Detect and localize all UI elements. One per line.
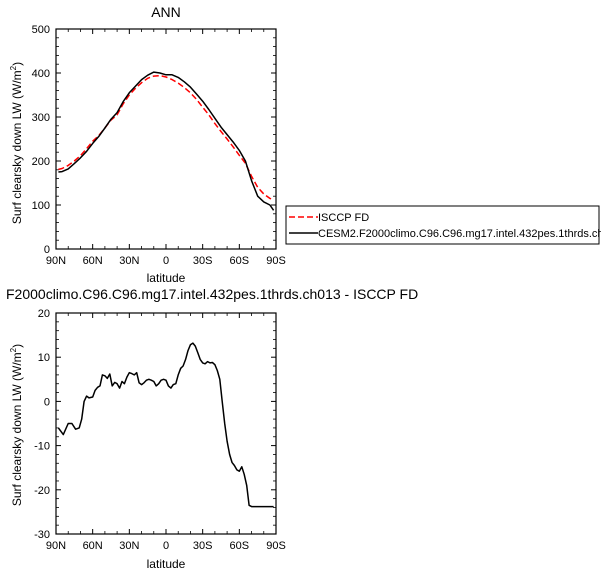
legend-box	[285, 205, 600, 245]
top-chart-title: ANN	[151, 4, 181, 20]
top-y-axis-label-main: Surf clearsky down LW (W/m	[10, 70, 24, 224]
x-tick-label: 0	[163, 540, 169, 552]
bottom-panel: F2000climo.C96.C96.mg17.intel.432pes.1th…	[6, 286, 418, 571]
series-line	[58, 74, 274, 201]
x-tick-label: 90N	[46, 540, 66, 552]
bottom-series-lines	[57, 342, 274, 508]
top-x-axis-label: latitude	[147, 271, 186, 285]
y-tick-label: 0	[44, 396, 50, 408]
bottom-y-axis-label-tail: )	[10, 344, 24, 348]
series-line	[57, 342, 274, 508]
bottom-x-axis-label: latitude	[147, 557, 186, 571]
series-line	[58, 71, 275, 211]
x-tick-label: 30S	[193, 255, 213, 267]
bottom-y-axis-label-main: Surf clearsky down LW (W/m	[10, 352, 24, 506]
x-tick-label: 0	[163, 255, 169, 267]
y-tick-label: 10	[38, 352, 50, 364]
legend: ISCCP FD CESM2.F2000climo.C96.C96.mg17.i…	[285, 205, 601, 245]
x-tick-label: 30N	[119, 540, 139, 552]
x-tick-label: 30S	[193, 540, 213, 552]
x-tick-label: 30N	[119, 255, 139, 267]
top-plot-frame	[55, 28, 277, 250]
top-panel: ANN latitude Surf clearsky down LW (W/m2…	[9, 4, 286, 285]
top-y-axis-label-sup: 2	[9, 65, 18, 70]
legend-label-isccp: ISCCP FD	[318, 212, 369, 224]
y-tick-label: 200	[32, 156, 50, 168]
y-tick-label: 300	[32, 112, 50, 124]
bottom-chart-title: F2000climo.C96.C96.mg17.intel.432pes.1th…	[6, 286, 418, 302]
y-tick-label: -30	[34, 529, 50, 541]
y-tick-label: 500	[32, 24, 50, 36]
top-y-axis-label-tail: )	[10, 62, 24, 66]
y-tick-label: -20	[34, 485, 50, 497]
y-tick-label: 0	[44, 244, 50, 256]
top-axis-ticks: 90N 60N 30N 0 30S 60S 90S 0 100 200 300 400 500	[32, 24, 286, 267]
x-tick-label: 60S	[230, 255, 250, 267]
y-tick-label: 20	[38, 308, 50, 320]
y-tick-label: 100	[32, 200, 50, 212]
x-tick-label: 90N	[46, 255, 66, 267]
x-tick-label: 90S	[266, 540, 286, 552]
bottom-plot-frame	[55, 312, 277, 535]
x-tick-label: 60N	[83, 255, 103, 267]
top-y-axis-label: Surf clearsky down LW (W/m2)	[9, 62, 24, 224]
y-tick-label: 400	[32, 68, 50, 80]
legend-label-cesm: CESM2.F2000climo.C96.C96.mg17.intel.432p…	[318, 228, 601, 240]
bottom-axis-ticks: 90N 60N 30N 0 30S 60S 90S -30 -20 -10 0 10 20	[34, 308, 286, 552]
bottom-y-axis-label-sup: 2	[9, 347, 18, 352]
bottom-y-axis-label: Surf clearsky down LW (W/m2)	[9, 344, 24, 506]
x-tick-label: 60S	[230, 540, 250, 552]
x-tick-label: 90S	[266, 255, 286, 267]
y-tick-label: -10	[34, 441, 50, 453]
top-series-lines	[58, 71, 275, 211]
x-tick-label: 60N	[83, 540, 103, 552]
